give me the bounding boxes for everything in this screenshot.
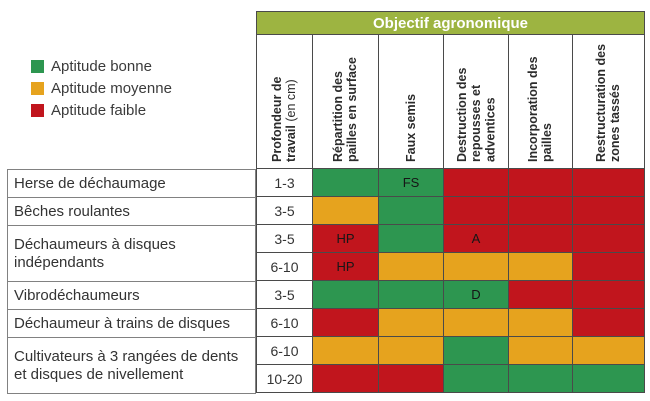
legend-item-poor: Aptitude faible: [31, 102, 172, 119]
aptitude-cell-r7c4-medium: [509, 337, 572, 364]
column-header-label: Incorporation des pailles: [526, 56, 555, 162]
legend-item-good: Aptitude bonne: [31, 58, 172, 75]
column-header-6: Restructuration des zones tassés: [573, 35, 644, 168]
aptitude-cell-r4c2-medium: [379, 253, 443, 280]
column-header-label: Restructuration des zones tassés: [594, 43, 623, 162]
aptitude-cell-r7c1-medium: [313, 337, 378, 364]
column-header-label: Répartition des pailles en surface: [331, 57, 360, 162]
aptitude-cell-r4c5-poor: [573, 253, 644, 280]
depth-cell: 1-3: [257, 169, 312, 196]
aptitude-cell-r6c2-medium: [379, 309, 443, 336]
column-header-3: Faux semis: [379, 35, 443, 168]
aptitude-cell-r1c2-good: FS: [379, 169, 443, 196]
aptitude-cell-r6c3-medium: [444, 309, 508, 336]
depth-cell: 6-10: [257, 253, 312, 280]
aptitude-cell-r1c3-poor: [444, 169, 508, 196]
aptitude-cell-r6c1-poor: [313, 309, 378, 336]
depth-cell: 6-10: [257, 309, 312, 336]
tool-label: Cultivateurs à 3 rangées de dents et dis…: [8, 338, 255, 393]
aptitude-cell-r3c5-poor: [573, 225, 644, 252]
aptitude-cell-r4c1-poor: HP: [313, 253, 378, 280]
aptitude-cell-r8c4-good: [509, 365, 572, 392]
aptitude-cell-r1c5-poor: [573, 169, 644, 196]
aptitude-cell-r5c3-good: D: [444, 281, 508, 308]
aptitude-cell-r7c2-medium: [379, 337, 443, 364]
aptitude-cell-r8c3-good: [444, 365, 508, 392]
aptitude-cell-r6c4-medium: [509, 309, 572, 336]
legend-item-medium: Aptitude moyenne: [31, 80, 172, 97]
aptitude-cell-r2c2-good: [379, 197, 443, 224]
column-header-label: Destruction des repousses et adventices: [454, 67, 498, 162]
matrix-title-band: Objectif agronomique: [257, 12, 644, 34]
aptitude-cell-r4c4-medium: [509, 253, 572, 280]
tool-label-column: Herse de déchaumage Bêches roulantes Décha…: [7, 169, 256, 394]
aptitude-cell-r3c3-poor: A: [444, 225, 508, 252]
depth-cell: 3-5: [257, 197, 312, 224]
aptitude-cell-r5c1-good: [313, 281, 378, 308]
cell-note: HP: [336, 259, 355, 274]
aptitude-cell-r3c2-good: [379, 225, 443, 252]
aptitude-cell-r5c4-poor: [509, 281, 572, 308]
column-header-1: Profondeur de travail (en cm): [257, 35, 312, 168]
aptitude-cell-r4c3-medium: [444, 253, 508, 280]
aptitude-cell-r8c1-poor: [313, 365, 378, 392]
aptitude-cell-r7c3-good: [444, 337, 508, 364]
aptitude-cell-r8c2-poor: [379, 365, 443, 392]
column-header-4: Destruction des repousses et adventices: [444, 35, 508, 168]
aptitude-cell-r2c4-poor: [509, 197, 572, 224]
depth-cell: 3-5: [257, 225, 312, 252]
tool-label: Déchaumeur à trains de disques: [8, 310, 255, 337]
aptitude-cell-r2c3-poor: [444, 197, 508, 224]
tool-label: Vibrodéchaumeurs: [8, 282, 255, 309]
legend-label: Aptitude bonne: [51, 58, 152, 75]
aptitude-cell-r6c5-poor: [573, 309, 644, 336]
cell-note: A: [471, 231, 481, 246]
good-swatch-icon: [31, 60, 44, 73]
aptitude-cell-r1c1-good: [313, 169, 378, 196]
aptitude-cell-r8c5-good: [573, 365, 644, 392]
tool-label: Herse de déchaumage: [8, 170, 255, 197]
medium-swatch-icon: [31, 82, 44, 95]
column-header-5: Incorporation des pailles: [509, 35, 572, 168]
poor-swatch-icon: [31, 104, 44, 117]
column-header-label: Faux semis: [403, 93, 418, 162]
aptitude-cell-r2c1-medium: [313, 197, 378, 224]
aptitude-cell-r5c5-poor: [573, 281, 644, 308]
legend-label: Aptitude faible: [51, 102, 147, 119]
cell-note: FS: [402, 175, 420, 190]
column-header-2: Répartition des pailles en surface: [313, 35, 378, 168]
column-header-label: Profondeur de travail (en cm): [270, 76, 299, 162]
legend: Aptitude bonne Aptitude moyenne Aptitude f…: [31, 58, 172, 119]
aptitude-cell-r3c1-poor: HP: [313, 225, 378, 252]
aptitude-cell-r1c4-poor: [509, 169, 572, 196]
depth-cell: 3-5: [257, 281, 312, 308]
tool-label: Déchaumeurs à disques indépendants: [8, 226, 255, 281]
aptitude-cell-r7c5-medium: [573, 337, 644, 364]
aptitude-matrix: Objectif agronomique Profondeur de trava…: [256, 11, 645, 393]
legend-label: Aptitude moyenne: [51, 80, 172, 97]
tool-label: Bêches roulantes: [8, 198, 255, 225]
matrix-title: Objectif agronomique: [372, 14, 528, 32]
cell-note: D: [471, 287, 481, 302]
aptitude-cell-r2c5-poor: [573, 197, 644, 224]
depth-cell: 6-10: [257, 337, 312, 364]
cell-note: HP: [336, 231, 355, 246]
aptitude-cell-r5c2-good: [379, 281, 443, 308]
depth-cell: 10-20: [257, 365, 312, 392]
aptitude-cell-r3c4-poor: [509, 225, 572, 252]
